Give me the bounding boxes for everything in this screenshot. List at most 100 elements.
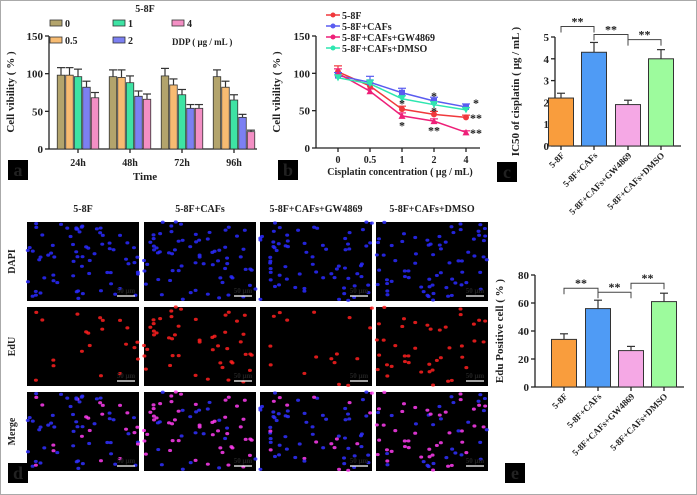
bar — [246, 131, 256, 150]
nucleus — [268, 363, 273, 367]
nucleus — [30, 294, 35, 298]
nucleus — [366, 460, 371, 465]
nucleus — [283, 265, 288, 269]
nucleus — [268, 425, 273, 429]
nucleus — [334, 437, 339, 441]
nucleus — [151, 403, 156, 407]
nucleus — [329, 357, 334, 361]
legend-label: 4 — [187, 19, 192, 30]
nucleus — [293, 455, 298, 460]
panel-label: b — [283, 160, 293, 180]
nucleus — [197, 238, 202, 242]
data-point — [399, 89, 405, 96]
nucleus — [471, 322, 476, 326]
nucleus — [243, 437, 248, 441]
nucleus — [100, 403, 105, 407]
nucleus — [444, 286, 449, 290]
bar — [177, 94, 187, 150]
nucleus — [77, 230, 82, 234]
panel-label: e — [511, 463, 519, 483]
chart-title: 5-8F — [135, 4, 154, 15]
nucleus — [401, 317, 406, 321]
nucleus — [124, 257, 129, 261]
nucleus — [272, 391, 277, 395]
nucleus — [176, 354, 181, 358]
scale-bar-label: 50 μm — [117, 372, 136, 380]
data-point — [399, 106, 405, 113]
nucleus — [438, 417, 443, 421]
nucleus — [430, 283, 435, 287]
nucleus — [366, 290, 371, 295]
nucleus — [459, 283, 464, 287]
nucleus — [481, 340, 486, 344]
nucleus — [74, 250, 79, 254]
nucleus — [25, 418, 30, 423]
nucleus — [438, 247, 443, 251]
nucleus — [346, 276, 351, 280]
nucleus — [74, 290, 79, 294]
nucleus — [355, 272, 360, 276]
nucleus — [148, 410, 153, 414]
nucleus — [413, 320, 418, 325]
nucleus — [374, 338, 379, 342]
nucleus — [385, 459, 390, 463]
nucleus — [477, 403, 482, 407]
y-tick-label: 100 — [294, 68, 311, 80]
nucleus — [38, 291, 43, 295]
nucleus — [223, 436, 228, 441]
nucleus — [212, 419, 217, 423]
scale-bar-label: 50 μm — [350, 372, 369, 380]
nucleus — [34, 225, 39, 230]
nucleus — [456, 429, 461, 433]
nucleus — [402, 274, 407, 279]
legend-label: 5-8F+CAFs+GW4869 — [342, 33, 435, 44]
nucleus — [38, 461, 43, 465]
nucleus — [458, 222, 463, 226]
nucleus — [38, 425, 43, 429]
nucleus — [381, 338, 386, 342]
nucleus — [76, 296, 81, 300]
x-tick-label: 0 — [336, 155, 341, 166]
nucleus — [381, 253, 386, 257]
nucleus — [173, 305, 178, 309]
nucleus — [346, 468, 351, 472]
nucleus — [477, 233, 482, 237]
nucleus — [100, 318, 105, 322]
nucleus — [113, 292, 118, 296]
nucleus — [170, 337, 175, 341]
significance-star: * — [399, 97, 405, 111]
legend-swatch — [49, 36, 63, 44]
nucleus — [188, 245, 193, 249]
nucleus — [68, 404, 73, 409]
nucleus — [180, 408, 185, 412]
scale-bar-label: 50 μm — [350, 457, 369, 465]
significance-star: * — [431, 104, 437, 118]
nucleus — [296, 398, 301, 402]
nucleus — [152, 418, 157, 422]
data-point — [430, 117, 438, 125]
nucleus — [193, 402, 198, 406]
nucleus — [34, 222, 39, 226]
nucleus — [241, 332, 246, 336]
nucleus — [314, 355, 319, 359]
nucleus — [226, 225, 231, 229]
nucleus — [431, 468, 436, 472]
nucleus — [157, 250, 162, 254]
nucleus — [472, 339, 477, 343]
nucleus — [201, 432, 206, 436]
microscopy-image-edu: 50 μm — [260, 306, 374, 387]
nucleus — [176, 269, 181, 273]
significance-star: ** — [575, 276, 587, 290]
bar — [186, 107, 195, 150]
nucleus — [443, 240, 448, 244]
column-header: 5-8F — [73, 204, 92, 215]
nucleus — [223, 398, 228, 402]
nucleus — [406, 276, 411, 280]
nucleus — [216, 429, 221, 433]
nucleus — [402, 439, 407, 443]
nucleus — [217, 466, 222, 470]
nucleus — [366, 283, 371, 287]
nucleus — [285, 409, 290, 413]
nucleus — [425, 293, 430, 297]
nucleus — [55, 280, 60, 285]
